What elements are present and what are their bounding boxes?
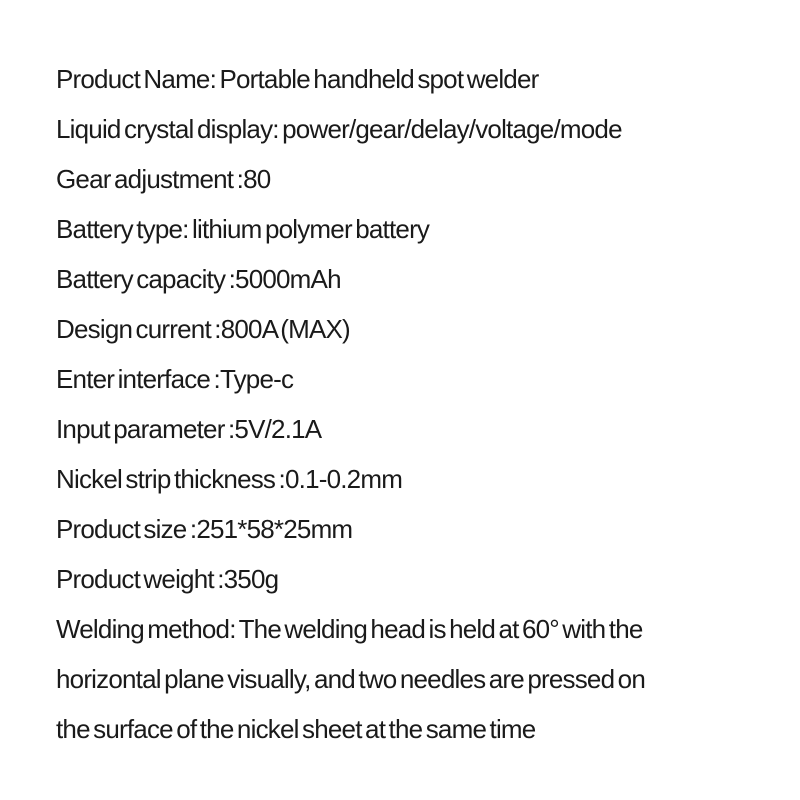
spec-row-enter-interface: Enter interface :Type-c — [56, 354, 744, 404]
spec-row-product-name: Product Name: Portable handheld spot wel… — [56, 54, 744, 104]
spec-label: Product size : — [56, 514, 196, 544]
spec-row-battery-capacity: Battery capacity :5000mAh — [56, 254, 744, 304]
spec-row-gear-adjustment: Gear adjustment :80 — [56, 154, 744, 204]
spec-row-welding-method-line1: Welding method: The welding head is held… — [56, 604, 744, 654]
spec-row-lcd: Liquid crystal display: power/gear/delay… — [56, 104, 744, 154]
spec-value: lithium polymer battery — [189, 214, 430, 244]
spec-row-welding-method-line2: horizontal plane visually, and two needl… — [56, 654, 744, 704]
spec-row-battery-type: Battery type: lithium polymer battery — [56, 204, 744, 254]
spec-label: Enter interface : — [56, 364, 220, 394]
spec-value: 5V/2.1A — [234, 414, 321, 444]
spec-label: Battery type: — [56, 214, 189, 244]
spec-row-product-weight: Product weight :350g — [56, 554, 744, 604]
spec-label: Product Name: — [56, 64, 216, 94]
spec-value: 0.1-0.2mm — [285, 464, 402, 494]
spec-row-welding-method-line3: the surface of the nickel sheet at the s… — [56, 704, 744, 754]
spec-value: 80 — [243, 164, 270, 194]
spec-value: 350g — [224, 564, 279, 594]
spec-value: 5000mAh — [235, 264, 341, 294]
spec-label: Welding method: — [56, 614, 236, 644]
spec-value: Type-c — [220, 364, 293, 394]
spec-list: Product Name: Portable handheld spot wel… — [56, 54, 744, 754]
spec-value: power/gear/delay/voltage/mode — [279, 114, 622, 144]
spec-value: Portable handheld spot welder — [216, 64, 538, 94]
spec-label: Liquid crystal display: — [56, 114, 279, 144]
spec-row-product-size: Product size :251*58*25mm — [56, 504, 744, 554]
spec-label: Product weight : — [56, 564, 224, 594]
spec-label: Battery capacity : — [56, 264, 235, 294]
spec-row-design-current: Design current :800A (MAX) — [56, 304, 744, 354]
spec-row-input-parameter: Input parameter :5V/2.1A — [56, 404, 744, 454]
spec-label: Nickel strip thickness : — [56, 464, 285, 494]
spec-label: Design current : — [56, 314, 221, 344]
spec-value: 251*58*25mm — [196, 514, 352, 544]
spec-label: Gear adjustment : — [56, 164, 243, 194]
spec-row-nickel-thickness: Nickel strip thickness :0.1-0.2mm — [56, 454, 744, 504]
spec-value: The welding head is held at 60° with the — [236, 614, 643, 644]
spec-value: 800A (MAX) — [221, 314, 350, 344]
spec-label: Input parameter : — [56, 414, 234, 444]
